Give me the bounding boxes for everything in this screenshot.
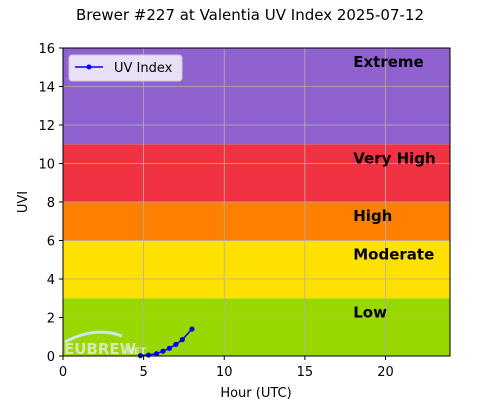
x-tick-label: 0 <box>59 365 67 380</box>
band-label-low: Low <box>353 303 387 321</box>
band-label-very-high: Very High <box>353 149 435 167</box>
y-tick-label: 16 <box>38 42 55 57</box>
data-point <box>189 326 195 332</box>
y-tick-label: 12 <box>38 119 55 134</box>
band-labels: Low Moderate High Very High Extreme <box>353 53 435 321</box>
band-label-high: High <box>353 207 392 225</box>
x-tick-label: 20 <box>377 365 394 380</box>
eubrew-watermark-logo: EUBREW .NET <box>64 330 147 358</box>
y-tick-label: 8 <box>47 196 55 211</box>
axes: 0 5 10 15 20 0 2 4 6 8 10 12 14 16 <box>38 42 393 380</box>
watermark-text: EUBREW <box>64 340 137 358</box>
band-label-extreme: Extreme <box>353 53 423 71</box>
y-tick-label: 10 <box>38 158 55 173</box>
watermark-suffix: .NET <box>123 347 147 357</box>
legend: UV Index <box>68 54 183 82</box>
series-layer <box>137 326 195 359</box>
legend-marker <box>86 64 92 70</box>
data-point <box>145 352 152 358</box>
x-tick-label: 15 <box>297 365 314 380</box>
watermark-swoosh <box>64 330 123 344</box>
legend-box <box>68 54 183 82</box>
y-tick-label: 4 <box>47 273 55 288</box>
y-tick-label: 2 <box>47 312 55 327</box>
y-axis-label: UVI <box>16 191 31 213</box>
x-tick-label: 10 <box>216 365 233 380</box>
band-label-moderate: Moderate <box>353 246 434 264</box>
data-point <box>179 337 185 343</box>
x-tick-label: 5 <box>139 365 147 380</box>
data-point <box>166 345 173 351</box>
y-tick-label: 14 <box>38 81 55 96</box>
data-point <box>173 341 179 348</box>
data-point <box>153 351 160 357</box>
chart-title: Brewer #227 at Valentia UV Index 2025-07… <box>76 6 424 24</box>
y-tick-label: 6 <box>47 235 55 250</box>
y-tick-label: 0 <box>47 350 55 365</box>
x-axis-label: Hour (UTC) <box>220 386 291 400</box>
data-point <box>160 348 166 354</box>
legend-entry-uv-index: UV Index <box>114 61 173 76</box>
